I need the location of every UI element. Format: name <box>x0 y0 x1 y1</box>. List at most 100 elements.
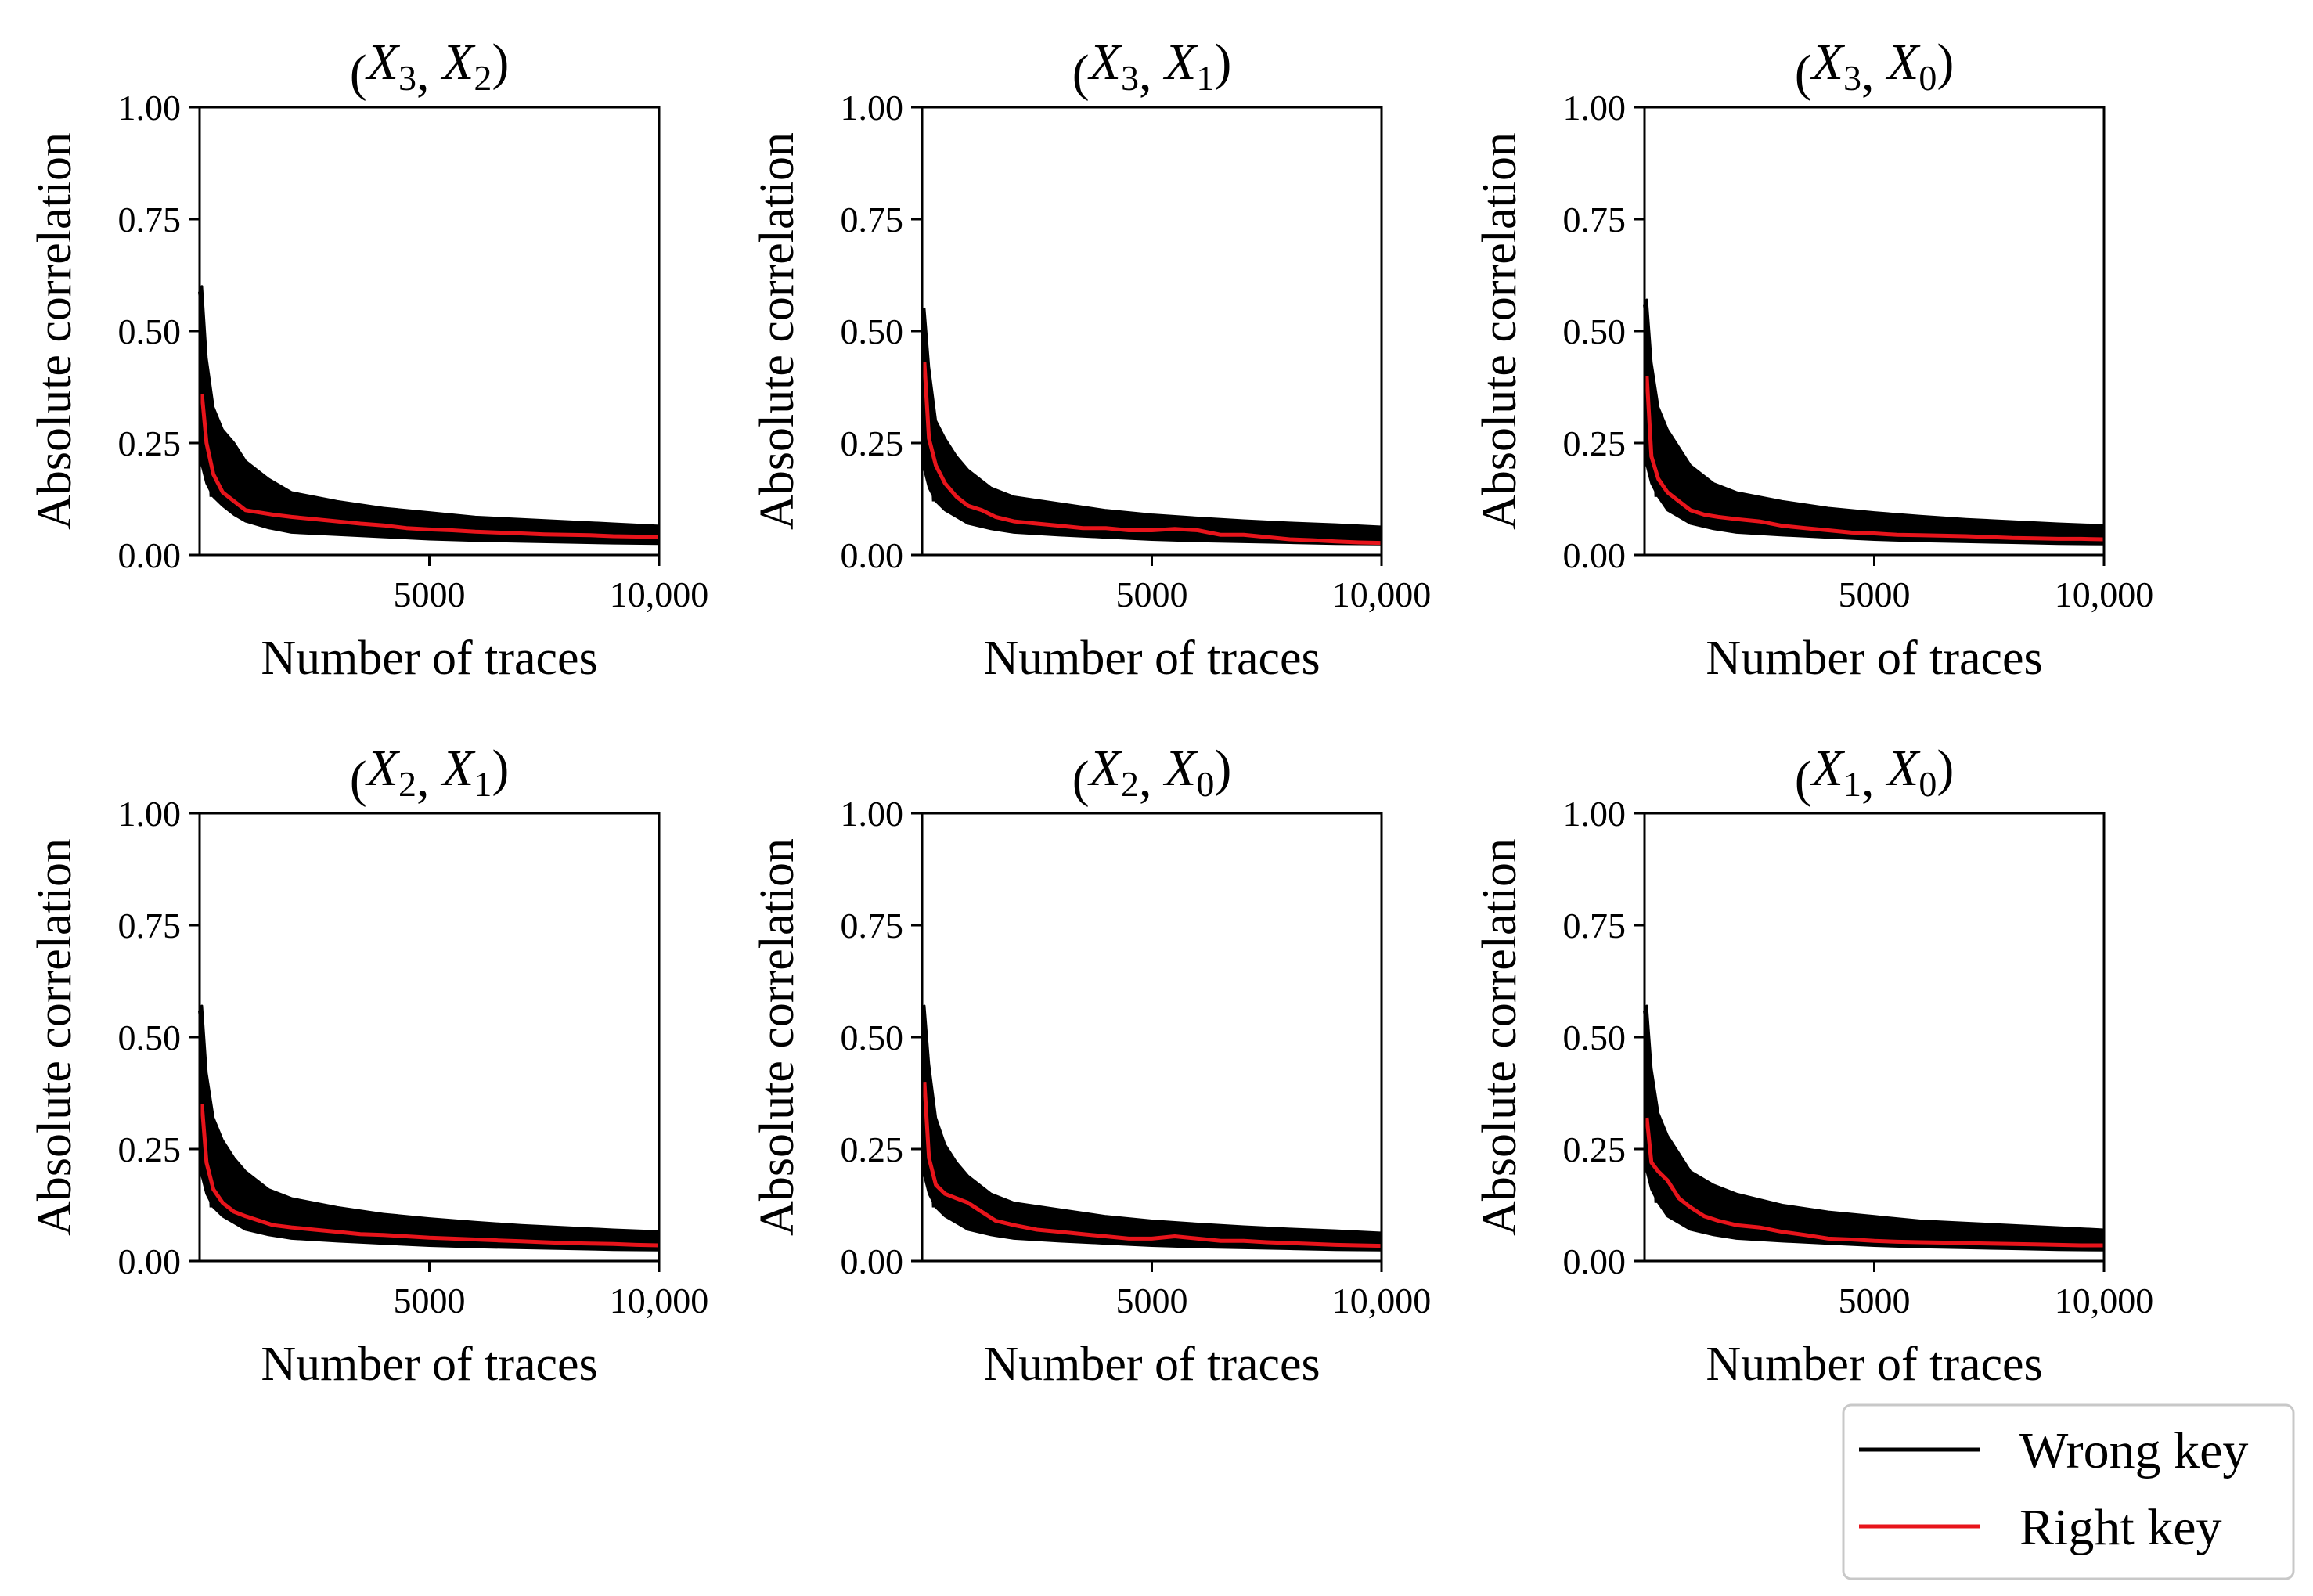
right-key-line <box>1645 1117 2104 1248</box>
y-axis-label: Absolute correlation <box>1473 132 1526 530</box>
title-text: , <box>1139 751 1165 808</box>
wrong-key-trace <box>1643 1011 1665 1203</box>
title-text: X <box>1087 34 1123 91</box>
x-axis-label: Number of traces <box>983 1338 1320 1391</box>
x-tick-label: 5000 <box>1116 575 1188 614</box>
wrong-key-trace <box>1643 304 1665 497</box>
subplot-1: 0.00 0.25 0.50 0.75 1.00 5000 10,000 Number of … <box>28 34 708 685</box>
x-tick-label: 5000 <box>1116 1281 1188 1320</box>
title-subscript: 3 <box>1121 58 1139 98</box>
y-axis-label: Absolute correlation <box>1473 838 1526 1236</box>
x-axis-label: Number of traces <box>261 1338 597 1391</box>
y-tick-label: 0.50 <box>1563 312 1627 351</box>
panel-title: (X3, X1) <box>1072 34 1232 102</box>
y-axis-label: Absolute correlation <box>28 132 81 530</box>
title-text: X <box>365 34 401 91</box>
y-tick-label: 0.00 <box>1563 535 1627 575</box>
subplot-3: 0.00 0.25 0.50 0.75 1.00 5000 10,000 Number of … <box>1473 34 2153 685</box>
title-text: , <box>1861 45 1887 102</box>
title-text: ( <box>1795 751 1812 808</box>
y-tick-label: 0.50 <box>841 1018 904 1057</box>
title-subscript: 0 <box>1918 58 1937 98</box>
right-key-line <box>922 362 1382 546</box>
title-subscript: 0 <box>1918 764 1937 804</box>
title-subscript: 2 <box>1121 764 1139 804</box>
right-key-line <box>922 1082 1382 1248</box>
y-tick-label: 1.00 <box>841 794 904 834</box>
panel-title: (X3, X2) <box>350 34 510 102</box>
y-tick-label: 0.50 <box>1563 1018 1627 1057</box>
title-text: ) <box>1937 740 1954 797</box>
title-text: ( <box>350 751 367 808</box>
title-text: , <box>416 751 442 808</box>
x-tick-label: 10,000 <box>2055 1281 2154 1320</box>
y-tick-label: 1.00 <box>118 794 182 834</box>
x-tick-label: 10,000 <box>2055 575 2154 614</box>
title-text: X <box>1885 740 1921 797</box>
y-tick-label: 0.25 <box>118 1129 182 1169</box>
panel-title: (X3, X0) <box>1795 34 1955 102</box>
right-key-line <box>1645 376 2105 542</box>
wrong-key-trace <box>198 1011 220 1208</box>
title-subscript: 3 <box>1843 58 1861 98</box>
title-text: X <box>1087 740 1123 797</box>
title-subscript: 0 <box>1196 764 1214 804</box>
x-tick-label: 10,000 <box>1332 1281 1432 1320</box>
y-axis-label: Absolute correlation <box>751 838 804 1236</box>
y-tick-label: 1.00 <box>841 88 904 128</box>
title-text: X <box>1810 740 1846 797</box>
title-subscript: 3 <box>398 58 416 98</box>
title-text: , <box>416 45 442 102</box>
y-tick-label: 0.25 <box>841 423 904 463</box>
y-tick-label: 0.75 <box>1563 906 1627 946</box>
y-tick-label: 0.00 <box>841 535 904 575</box>
title-subscript: 1 <box>1196 58 1214 98</box>
title-text: X <box>365 740 401 797</box>
title-text: ) <box>1214 34 1231 91</box>
y-axis-label: Absolute correlation <box>28 838 81 1236</box>
panel-title: (X1, X0) <box>1795 740 1955 808</box>
title-text: ( <box>1072 45 1090 102</box>
title-subscript: 1 <box>1843 764 1861 804</box>
y-tick-label: 0.75 <box>1563 200 1627 240</box>
y-tick-label: 1.00 <box>118 88 182 128</box>
title-text: X <box>1162 34 1198 91</box>
x-tick-label: 10,000 <box>1332 575 1432 614</box>
wrong-key-trace <box>198 291 220 497</box>
title-text: ( <box>350 45 367 102</box>
x-axis-label: Number of traces <box>261 632 597 685</box>
title-text: X <box>440 740 476 797</box>
title-text: X <box>440 34 476 91</box>
subplot-6: 0.00 0.25 0.50 0.75 1.00 5000 10,000 Number of … <box>1473 740 2153 1391</box>
y-tick-label: 0.00 <box>841 1241 904 1281</box>
title-text: ) <box>492 740 509 797</box>
wrong-key-trace <box>921 1011 942 1208</box>
subplot-2: 0.00 0.25 0.50 0.75 1.00 5000 10,000 Number of … <box>751 34 1431 685</box>
x-axis-label: Number of traces <box>983 632 1320 685</box>
x-tick-label: 5000 <box>394 1281 466 1320</box>
legend-right-key-label: Right key <box>2019 1499 2222 1556</box>
x-tick-label: 5000 <box>394 575 466 614</box>
x-tick-label: 5000 <box>1839 575 1911 614</box>
title-text: X <box>1162 740 1198 797</box>
x-tick-label: 10,000 <box>610 575 709 614</box>
y-tick-label: 0.75 <box>118 200 182 240</box>
panel-title: (X2, X0) <box>1072 740 1232 808</box>
legend: Wrong key Right key <box>1842 1403 2295 1580</box>
y-tick-label: 0.50 <box>118 312 182 351</box>
y-tick-label: 1.00 <box>1563 88 1627 128</box>
y-tick-label: 0.50 <box>118 1018 182 1057</box>
title-text: X <box>1810 34 1846 91</box>
title-text: , <box>1861 751 1887 808</box>
title-subscript: 1 <box>474 764 492 804</box>
title-text: , <box>1139 45 1165 102</box>
y-tick-label: 0.00 <box>118 535 182 575</box>
title-text: X <box>1885 34 1921 91</box>
y-tick-label: 0.75 <box>118 906 182 946</box>
y-tick-label: 1.00 <box>1563 794 1627 834</box>
y-axis-label: Absolute correlation <box>751 132 804 530</box>
x-tick-label: 5000 <box>1839 1281 1911 1320</box>
y-tick-label: 0.75 <box>841 906 904 946</box>
